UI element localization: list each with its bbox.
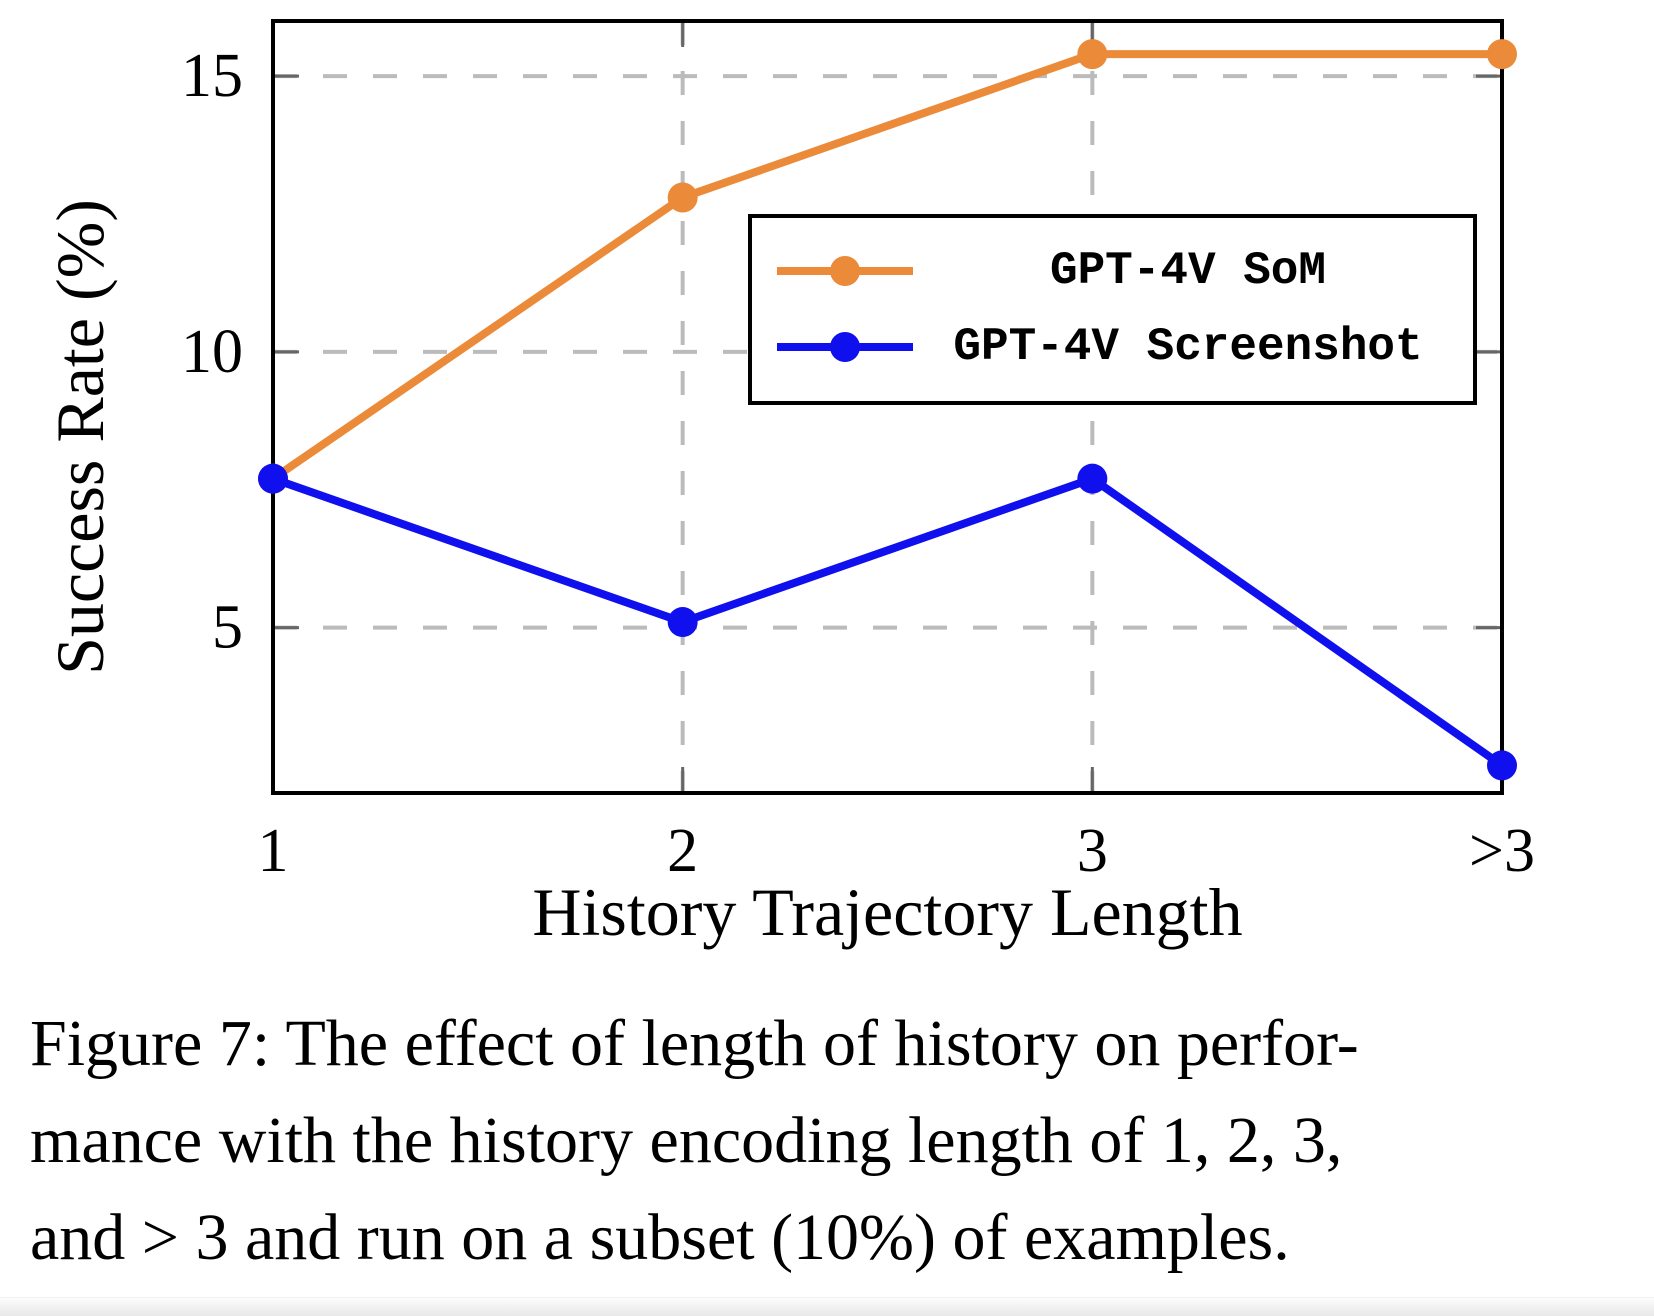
x-tick-label-1: 1 xyxy=(258,817,289,885)
caption-line-2: mance with the history encoding length o… xyxy=(30,1104,1343,1177)
plot-frame xyxy=(271,19,1504,795)
data-point-gpt-4v-som->3 xyxy=(1487,39,1517,70)
x-tick-label-2: 2 xyxy=(667,817,698,885)
data-point-gpt-4v-screenshot->3 xyxy=(1487,750,1517,781)
y-tick-label-5: 5 xyxy=(212,594,243,662)
legend-label-gpt-4v-screenshot: GPT-4V Screenshot xyxy=(953,321,1422,373)
window-bottom-edge xyxy=(0,1297,1654,1316)
caption-line-1: Figure 7: The effect of length of histor… xyxy=(30,1007,1359,1080)
legend-box xyxy=(748,214,1477,405)
legend-label-gpt-4v-som: GPT-4V SoM xyxy=(1050,245,1326,297)
figure-caption: Figure 7: The effect of length of histor… xyxy=(30,995,1630,1286)
caption-line-3: and > 3 and run on a subset (10%) of exa… xyxy=(30,1201,1290,1274)
y-axis-label: Success Rate (%) xyxy=(42,199,118,675)
data-point-gpt-4v-screenshot-3 xyxy=(1077,463,1108,494)
data-point-gpt-4v-som-2 xyxy=(667,182,698,213)
y-tick-label-10: 10 xyxy=(181,318,243,386)
x-tick-label->3: >3 xyxy=(1469,817,1535,885)
legend-sample-marker-gpt-4v-som xyxy=(830,256,860,286)
series-line-gpt-4v-som xyxy=(270,50,1502,482)
line-chart: 5 10 15 1 2 3 >3 History Trajectory Length Succe… xyxy=(42,19,1535,950)
data-point-gpt-4v-screenshot-1 xyxy=(258,463,288,494)
y-tick-label-15: 15 xyxy=(181,42,243,110)
x-tick-label-3: 3 xyxy=(1077,817,1108,885)
x-axis-label: History Trajectory Length xyxy=(532,874,1242,950)
data-point-gpt-4v-screenshot-2 xyxy=(667,607,698,638)
series-line-gpt-4v-screenshot xyxy=(271,474,1505,769)
legend-sample-marker-gpt-4v-screenshot xyxy=(830,332,860,362)
data-point-gpt-4v-som-3 xyxy=(1077,39,1108,70)
